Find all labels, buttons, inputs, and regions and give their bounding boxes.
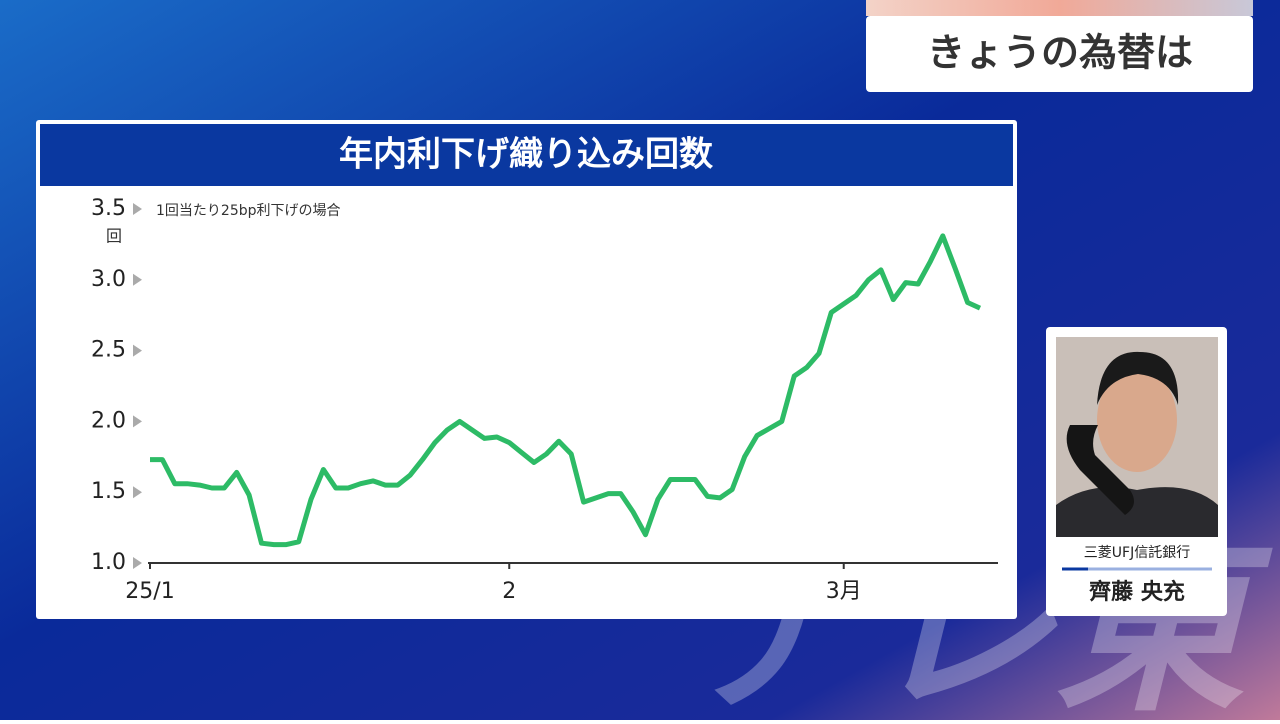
- header-strip: [866, 0, 1253, 16]
- y-tick-label: 1.5: [91, 479, 126, 504]
- y-tick-mark: [133, 344, 142, 357]
- y-tick-mark: [133, 203, 142, 215]
- guest-organization: 三菱UFJ信託銀行: [1084, 545, 1190, 561]
- y-tick-mark: [133, 415, 142, 428]
- chart-title-bar: [40, 124, 1013, 186]
- y-tick-mark: [133, 273, 142, 286]
- x-tick-label: 2: [502, 579, 516, 604]
- chart-title: 年内利下げ織り込み回数: [339, 135, 713, 175]
- y-tick-mark: [133, 486, 142, 499]
- y-tick-label: 3.0: [91, 267, 126, 292]
- data-line: [150, 233, 982, 548]
- y-tick-label: 2.0: [91, 408, 126, 433]
- header-title: きょうの為替は: [927, 31, 1193, 75]
- chart-note: 1回当たり25bp利下げの場合: [156, 203, 341, 219]
- header-box: [866, 16, 1253, 92]
- y-tick-mark: [133, 557, 142, 569]
- y-tick-label: 2.5: [91, 338, 126, 363]
- chart-panel: [36, 120, 1017, 619]
- y-unit: 回: [106, 227, 122, 246]
- x-tick-label: 3月: [826, 579, 862, 604]
- guest-name: 齊藤 央充: [1089, 579, 1185, 605]
- y-tick-label: 3.5: [91, 196, 126, 221]
- guest-photo: [1056, 337, 1218, 537]
- x-tick-label: 25/1: [125, 579, 174, 604]
- y-tick-label: 1.0: [91, 550, 126, 575]
